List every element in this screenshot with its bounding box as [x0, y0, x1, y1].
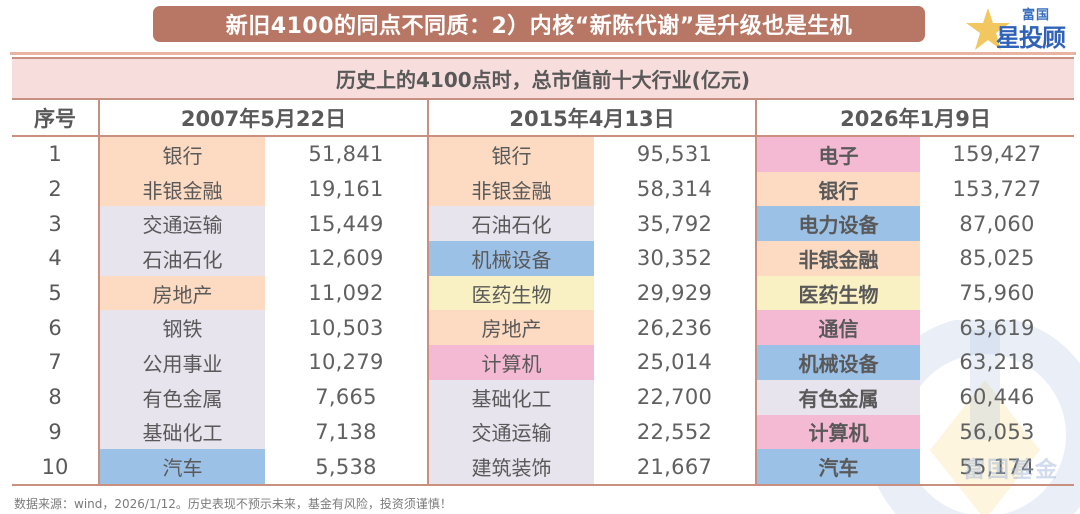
logo-brand-small: 富国: [1022, 8, 1051, 23]
watermark-text: 富国基金: [963, 458, 1060, 483]
value-cell: 5,538: [315, 454, 377, 479]
industry-cell: 机械设备: [429, 241, 594, 276]
value-cell: 12,609: [308, 246, 384, 271]
industry-cell: 非银金融: [757, 241, 920, 276]
index-cell: 5: [48, 281, 62, 306]
value-cell: 21,667: [636, 454, 713, 479]
industry-table: 历史上的4100点时，总市值前十大行业(亿元) 序号 2007年5月22日 20…: [12, 57, 1074, 486]
index-cell: 7: [48, 350, 62, 375]
value-cell: 56,053: [959, 419, 1035, 444]
value-cell: 153,727: [952, 177, 1042, 202]
industry-cell: 钢铁: [100, 310, 265, 346]
industry-cell: 非银金融: [429, 171, 594, 207]
industry-cell: 机械设备: [757, 345, 920, 380]
value-cell: 55,174: [959, 454, 1035, 479]
index-cell: 4: [48, 246, 62, 271]
industry-cell: 非银金融: [100, 171, 265, 207]
header-divider: [10, 52, 1076, 55]
value-cell: 63,218: [959, 350, 1035, 375]
value-cell: 10,279: [308, 350, 384, 375]
value-column-2015: 95,531 58,314 35,792 30,352 29,929 26,23…: [594, 137, 755, 484]
industry-cell: 电子: [757, 137, 920, 172]
industry-cell: 石油石化: [429, 206, 594, 242]
value-cell: 75,960: [959, 281, 1035, 306]
group-2015: 银行 非银金融 石油石化 机械设备 医药生物 房地产 计算机 基础化工 交通运输…: [427, 137, 755, 484]
table-header-row: 序号 2007年5月22日 2015年4月13日 2026年1月9日: [12, 100, 1074, 137]
industry-cell: 有色金属: [757, 379, 920, 415]
index-cell: 8: [48, 385, 62, 410]
group-2026: 电子 银行 电力设备 非银金融 医药生物 通信 机械设备 有色金属 计算机 汽车…: [755, 137, 1074, 484]
industry-cell: 通信: [757, 310, 920, 346]
value-cell: 35,792: [636, 211, 713, 236]
industry-column-2026: 电子 银行 电力设备 非银金融 医药生物 通信 机械设备 有色金属 计算机 汽车: [757, 137, 920, 484]
industry-cell: 房地产: [429, 310, 594, 346]
value-cell: 25,014: [636, 350, 713, 375]
industry-cell: 基础化工: [100, 414, 265, 450]
value-cell: 63,619: [959, 315, 1035, 340]
industry-cell: 基础化工: [429, 379, 594, 415]
value-cell: 22,552: [636, 419, 713, 444]
header-date-2015: 2015年4月13日: [427, 100, 755, 135]
header-date-2007: 2007年5月22日: [98, 100, 427, 135]
value-cell: 11,092: [308, 281, 384, 306]
brand-logo: 富国 星投顾: [962, 2, 1076, 52]
industry-cell: 汽车: [757, 449, 920, 484]
value-column-2026: 159,427 153,727 87,060 85,025 75,960 63,…: [920, 137, 1074, 484]
index-cell: 2: [48, 177, 62, 202]
index-cell: 9: [48, 419, 62, 444]
value-cell: 10,503: [308, 315, 384, 340]
industry-cell: 公用事业: [100, 345, 265, 380]
industry-cell: 电力设备: [757, 206, 920, 242]
index-cell: 3: [48, 211, 62, 236]
value-cell: 7,665: [315, 385, 377, 410]
industry-cell: 银行: [757, 171, 920, 207]
value-cell: 29,929: [636, 281, 713, 306]
value-cell: 58,314: [636, 177, 713, 202]
page-title: 新旧4100的同点不同质：2）内核“新陈代谢”是升级也是生机: [153, 6, 925, 42]
industry-cell: 医药生物: [757, 275, 920, 311]
value-cell: 159,427: [952, 142, 1042, 167]
industry-cell: 石油石化: [100, 241, 265, 276]
header-index: 序号: [34, 106, 76, 131]
source-footnote: 数据来源：wind，2026/1/12。历史表现不预示未来，基金有风险，投资须谨…: [14, 497, 452, 511]
value-cell: 85,025: [959, 246, 1035, 271]
value-cell: 60,446: [959, 385, 1035, 410]
value-cell: 95,531: [636, 142, 713, 167]
industry-column-2007: 银行 非银金融 交通运输 石油石化 房地产 钢铁 公用事业 有色金属 基础化工 …: [100, 137, 265, 484]
industry-cell: 计算机: [757, 414, 920, 450]
header-date-2026: 2026年1月9日: [755, 100, 1074, 135]
industry-cell: 房地产: [100, 275, 265, 311]
industry-cell: 银行: [100, 137, 265, 172]
index-cell: 1: [48, 142, 62, 167]
value-cell: 87,060: [959, 211, 1035, 236]
industry-cell: 交通运输: [429, 414, 594, 450]
value-cell: 22,700: [636, 385, 713, 410]
value-cell: 30,352: [636, 246, 713, 271]
industry-cell: 交通运输: [100, 206, 265, 242]
industry-cell: 有色金属: [100, 379, 265, 415]
industry-cell: 医药生物: [429, 275, 594, 311]
index-cell: 10: [41, 454, 69, 479]
value-cell: 51,841: [308, 142, 384, 167]
value-cell: 15,449: [308, 211, 384, 236]
table-caption: 历史上的4100点时，总市值前十大行业(亿元): [12, 57, 1074, 100]
value-column-2007: 51,841 19,161 15,449 12,609 11,092 10,50…: [265, 137, 427, 484]
index-column: 1 2 3 4 5 6 7 8 9 10: [12, 137, 98, 484]
industry-column-2015: 银行 非银金融 石油石化 机械设备 医药生物 房地产 计算机 基础化工 交通运输…: [429, 137, 594, 484]
star-icon: [966, 8, 1010, 50]
logo-brand-big: 星投顾: [996, 24, 1066, 52]
group-2007: 银行 非银金融 交通运输 石油石化 房地产 钢铁 公用事业 有色金属 基础化工 …: [98, 137, 427, 484]
industry-cell: 汽车: [100, 449, 265, 484]
industry-cell: 建筑装饰: [429, 449, 594, 484]
table-body: 1 2 3 4 5 6 7 8 9 10 银行 非银金融 交通运输 石油石化 房…: [12, 137, 1074, 486]
value-cell: 7,138: [315, 419, 377, 444]
industry-cell: 计算机: [429, 345, 594, 380]
value-cell: 26,236: [636, 315, 713, 340]
value-cell: 19,161: [308, 177, 384, 202]
index-cell: 6: [48, 315, 62, 340]
industry-cell: 银行: [429, 137, 594, 172]
